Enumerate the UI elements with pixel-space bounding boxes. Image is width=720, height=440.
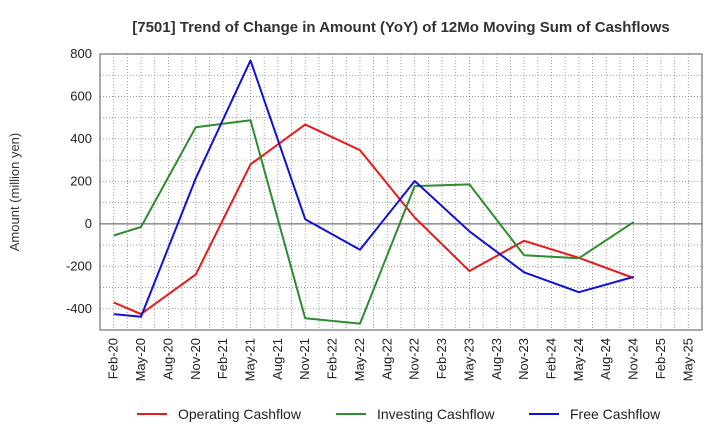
x-tick-label: Feb-24 [544,338,559,379]
y-axis-ticks: -400 -200 0 200 400 600 800 [66,46,92,316]
x-tick-label: May-25 [680,338,695,381]
y-tick-label: 0 [85,216,92,231]
legend: Operating Cashflow Investing Cashflow Free… [137,406,661,422]
y-tick-label: 800 [70,46,92,61]
series-lines [113,59,635,325]
x-tick-label: Aug-22 [379,338,394,380]
legend-label: Investing Cashflow [377,406,495,422]
y-axis-label: Amount (million yen) [7,133,22,252]
x-tick-label: May-20 [133,338,148,381]
x-tick-label: Aug-20 [160,338,175,380]
x-tick-label: Nov-24 [626,338,641,380]
legend-item: Operating Cashflow [137,406,302,422]
legend-item: Investing Cashflow [336,406,495,422]
y-tick-label: 200 [70,173,92,188]
x-tick-label: May-24 [571,338,586,381]
x-tick-label: Aug-24 [598,338,613,380]
legend-label: Free Cashflow [570,406,661,422]
x-tick-label: Feb-23 [434,338,449,379]
y-tick-label: -400 [66,301,92,316]
plot-frame [99,53,703,331]
x-tick-label: Aug-23 [489,338,504,380]
y-tick-label: 400 [70,131,92,146]
x-tick-label: Feb-22 [325,338,340,379]
x-tick-label: Nov-20 [188,338,203,380]
x-tick-label: May-23 [461,338,476,381]
x-axis-ticks: Feb-20 May-20 Aug-20 Nov-20 Feb-21 May-21 Aug-… [106,338,696,381]
x-tick-label: Feb-21 [215,338,230,379]
x-tick-label: May-22 [352,338,367,381]
x-tick-label: Feb-25 [653,338,668,379]
chart-title: [7501] Trend of Change in Amount (YoY) o… [132,19,670,36]
series-line-free-cashflow [113,59,634,318]
legend-label: Operating Cashflow [178,406,302,422]
legend-item: Free Cashflow [529,406,661,422]
series-line-operating-cashflow [113,123,634,316]
x-tick-label: Nov-23 [516,338,531,380]
y-tick-label: 600 [70,88,92,103]
x-tick-label: May-21 [243,338,258,381]
x-tick-label: Nov-21 [297,338,312,380]
y-tick-label: -200 [66,258,92,273]
x-tick-label: Aug-21 [270,338,285,380]
x-tick-label: Nov-22 [407,338,422,380]
x-tick-label: Feb-20 [106,338,121,379]
series-line-investing-cashflow [113,119,635,325]
